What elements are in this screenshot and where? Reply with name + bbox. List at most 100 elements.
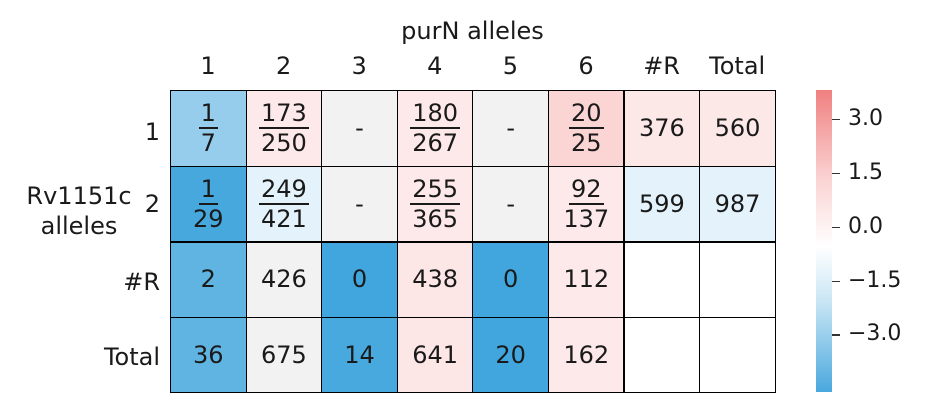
heatmap-cell: 173 250 <box>245 90 323 167</box>
row-header: #R <box>123 268 160 296</box>
cell-value: - <box>355 189 364 218</box>
fraction-denominator: 7 <box>200 129 216 158</box>
cell-value: 438 <box>412 265 458 294</box>
fraction-numerator: 1 <box>198 174 218 205</box>
y-axis-label: Rv1151c alleles <box>26 182 132 240</box>
section-divider <box>170 240 775 243</box>
colorbar <box>816 90 832 392</box>
fraction-numerator: 92 <box>569 174 604 205</box>
heatmap-cell: 987 <box>699 165 776 242</box>
heatmap-cell: 675 <box>245 316 323 393</box>
heatmap-cell: 641 <box>396 316 474 393</box>
cell-value: 0 <box>351 265 368 294</box>
row-header: 1 <box>144 118 160 146</box>
row-header: 2 <box>144 190 160 218</box>
heatmap-cell: 426 <box>245 241 323 318</box>
chart-title: purN alleles <box>401 17 544 45</box>
colorbar-tick-label: 0.0 <box>848 213 883 239</box>
fraction-denominator: 137 <box>563 204 610 233</box>
fraction-numerator: 249 <box>258 174 309 205</box>
cell-value: - <box>506 189 516 218</box>
heatmap-cell: 599 <box>623 165 701 242</box>
heatmap-cell: 20 25 <box>548 90 625 167</box>
heatmap-cell: 376 <box>623 90 701 167</box>
fraction-denominator: 29 <box>193 204 224 233</box>
cell-value: 20 <box>495 340 526 369</box>
column-header: 3 <box>351 52 367 80</box>
heatmap-cell: 36 <box>170 316 247 393</box>
section-divider <box>623 90 626 392</box>
fraction-denominator: 365 <box>412 204 458 233</box>
fraction: 255 365 <box>410 177 460 231</box>
heatmap-cell <box>623 316 701 393</box>
colorbar-tick-label: 1.5 <box>848 159 883 185</box>
colorbar-tick <box>832 280 840 283</box>
heatmap-cell: 180 267 <box>396 90 474 167</box>
heatmap-cell: 20 <box>472 316 549 393</box>
colorbar-tick-label: 3.0 <box>848 105 883 131</box>
column-header: 6 <box>578 52 594 80</box>
column-header: 2 <box>275 52 292 80</box>
column-header: 5 <box>502 52 519 80</box>
cell-value: - <box>355 114 364 143</box>
fraction-denominator: 267 <box>412 129 458 158</box>
heatmap-cell: - <box>321 90 398 167</box>
fraction-numerator: 255 <box>410 174 460 205</box>
cell-value: 162 <box>563 340 610 369</box>
heatmap-cell: 14 <box>321 316 398 393</box>
fraction-numerator: 180 <box>410 99 460 130</box>
colorbar-tick <box>832 334 840 336</box>
cell-value: 641 <box>412 340 458 369</box>
fraction: 92 137 <box>563 177 609 231</box>
cell-value: 36 <box>193 340 224 369</box>
cell-value: 0 <box>503 265 519 294</box>
fraction: 249 421 <box>258 174 309 233</box>
fraction: 173 250 <box>258 99 309 158</box>
colorbar-tick <box>832 226 840 229</box>
cell-value: 14 <box>344 340 375 369</box>
heatmap-cell: - <box>472 165 549 242</box>
heatmap-cell: 255 365 <box>396 165 474 242</box>
fraction: 1 29 <box>193 177 224 231</box>
cell-value: - <box>506 114 516 143</box>
fraction-numerator: 1 <box>198 99 218 130</box>
heatmap-cell: 2 <box>170 241 247 318</box>
heatmap-cell: 0 <box>321 241 398 318</box>
fraction-numerator: 20 <box>569 99 604 130</box>
column-header: #R <box>643 52 680 80</box>
heatmap-cell: 249 421 <box>245 165 323 242</box>
colorbar-tick-label: −1.5 <box>848 267 902 293</box>
heatmap-cell <box>699 316 776 393</box>
heatmap-cell: 0 <box>472 241 549 318</box>
heatmap-grid: 1 7 173 250-180 267-20 25 376 560 1 29 249 421-255 3… <box>170 90 776 393</box>
colorbar-tick <box>832 172 840 175</box>
heatmap-cell: 560 <box>699 90 776 167</box>
colorbar-tick <box>832 118 840 121</box>
fraction-numerator: 173 <box>258 99 309 130</box>
heatmap-cell: 112 <box>548 241 625 318</box>
fraction: 20 25 <box>569 101 604 155</box>
fraction-denominator: 250 <box>260 129 307 158</box>
cell-value: 376 <box>638 114 685 143</box>
cell-value: 426 <box>260 265 307 294</box>
cell-value: 2 <box>200 265 216 294</box>
heatmap-cell: 438 <box>396 241 474 318</box>
fraction-denominator: 421 <box>260 204 307 233</box>
column-header: 4 <box>427 52 443 80</box>
cell-value: 675 <box>260 340 307 369</box>
column-header: Total <box>709 52 766 80</box>
colorbar-tick-label: −3.0 <box>848 321 902 347</box>
heatmap-cell: - <box>321 165 398 242</box>
heatmap-cell: 1 29 <box>170 165 247 242</box>
fraction-denominator: 25 <box>571 129 602 158</box>
heatmap-cell: 92 137 <box>548 165 625 242</box>
heatmap-cell: - <box>472 90 549 167</box>
column-header: 1 <box>200 52 216 80</box>
fraction: 180 267 <box>410 101 460 155</box>
cell-value: 599 <box>638 189 685 218</box>
heatmap-cell: 162 <box>548 316 625 393</box>
row-header: Total <box>103 343 160 371</box>
heatmap-cell <box>623 241 701 318</box>
